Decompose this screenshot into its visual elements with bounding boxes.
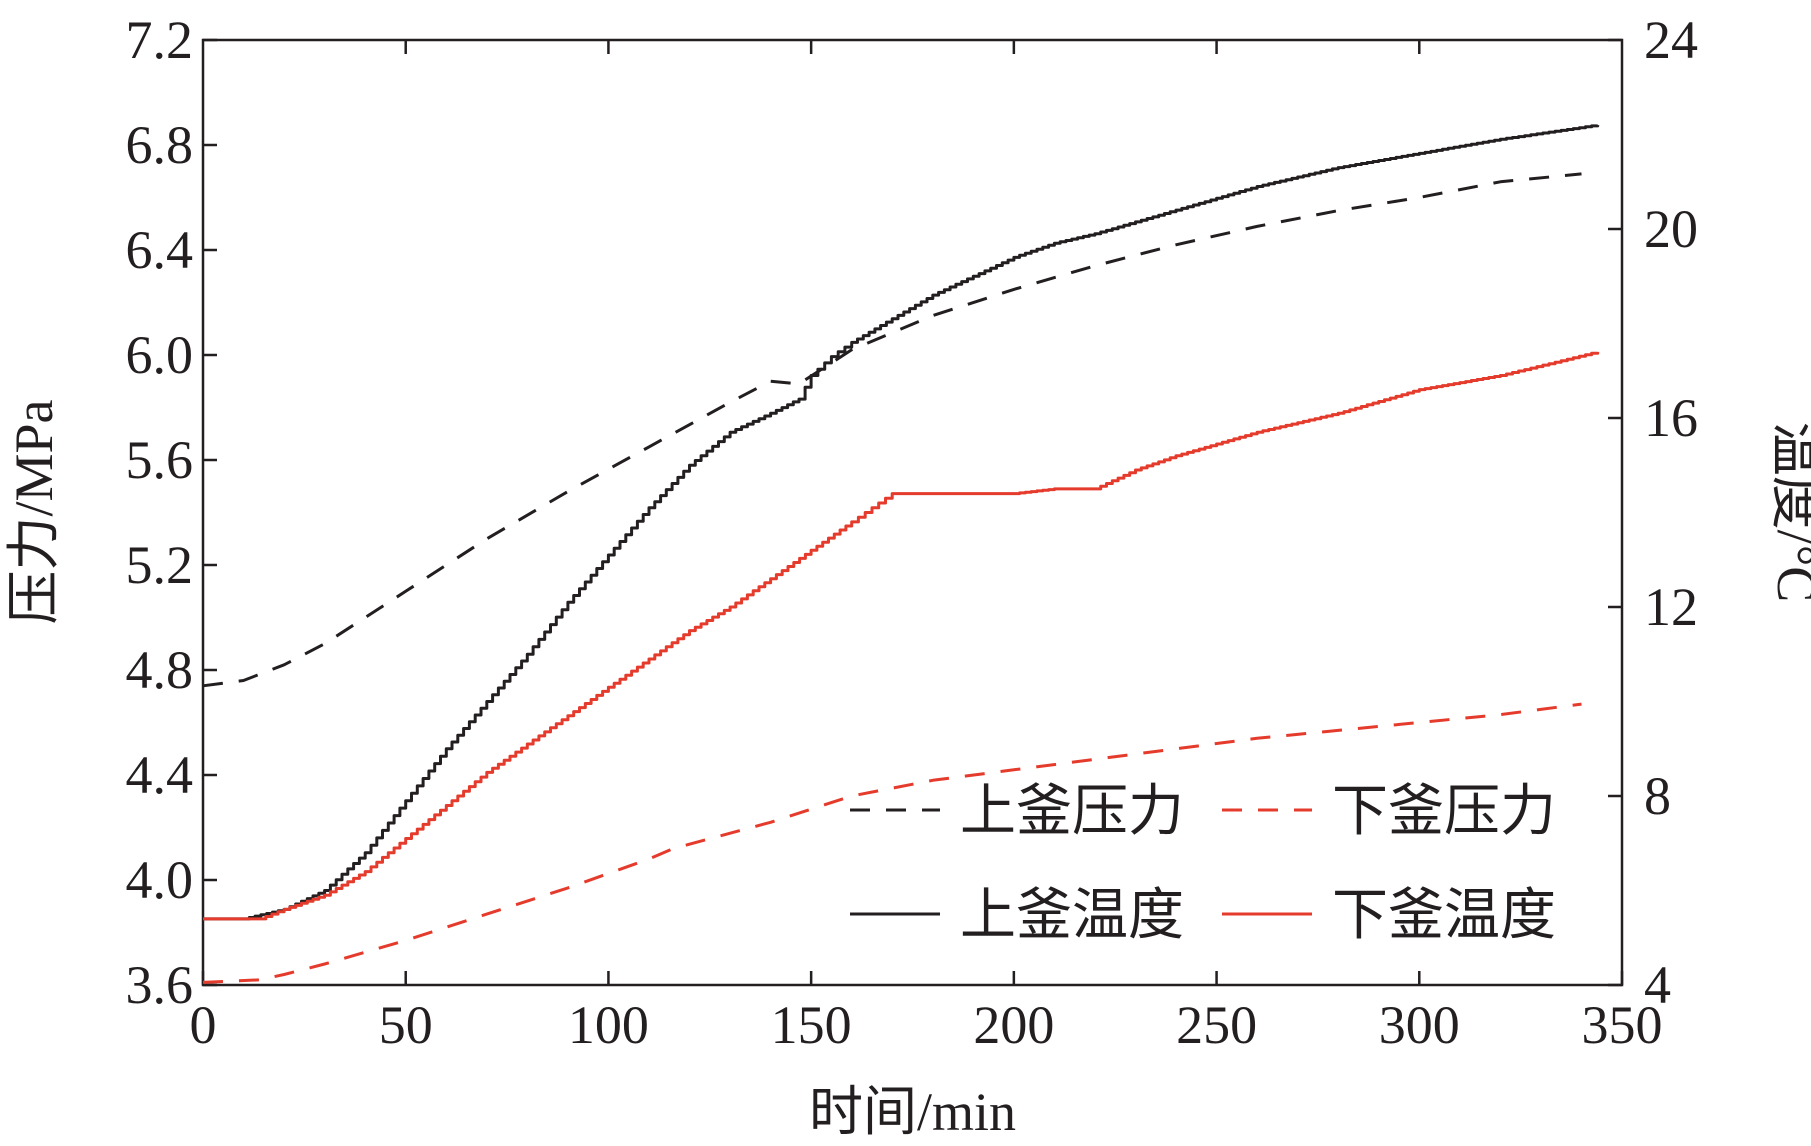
axes: 0 50 100 150 200 250 300 350 3.6 4.0 4.4 4.8 5.2 5.6 6… <box>126 10 1699 1055</box>
series-line-4 <box>203 351 1600 921</box>
y-left-tick-label: 4.4 <box>126 745 194 805</box>
y-left-tick-label: 6.4 <box>126 220 194 280</box>
legend-label: 下釜压力 <box>1332 781 1556 843</box>
y-left-tick-label: 5.6 <box>126 430 194 490</box>
y-left-tick-label: 6.0 <box>126 325 194 385</box>
series-lines <box>202 124 1600 984</box>
y-right-tick-label: 20 <box>1644 199 1698 259</box>
x-tick-label: 150 <box>771 995 852 1055</box>
series-line-3 <box>203 124 1600 921</box>
series-line-1 <box>202 172 1582 688</box>
legend-label: 上釜压力 <box>960 781 1184 843</box>
y-right-tick-label: 16 <box>1644 388 1698 448</box>
y-right-tick-label: 24 <box>1644 10 1698 70</box>
y-left-tick-label: 4.0 <box>126 850 194 910</box>
y-right-tick-label: 12 <box>1644 577 1698 637</box>
x-tick-label: 350 <box>1582 995 1663 1055</box>
x-tick-label: 300 <box>1379 995 1460 1055</box>
x-tick-label: 100 <box>568 995 649 1055</box>
y-left-tick-label: 3.6 <box>126 955 194 1015</box>
y-right-tick-label: 4 <box>1644 955 1671 1015</box>
plot-frame <box>201 38 1624 987</box>
x-tick-label: 50 <box>379 995 433 1055</box>
legend-label: 上釜温度 <box>960 885 1184 947</box>
x-axis-title: 时间/min <box>809 1082 1016 1142</box>
y-right-tick-label: 8 <box>1644 766 1671 826</box>
y-left-tick-label: 5.2 <box>126 535 194 595</box>
x-tick-label: 200 <box>973 995 1054 1055</box>
y-axis-left-title: 压力/MPa <box>4 399 64 624</box>
y-axis-right-title: 温度/°C <box>1766 422 1811 603</box>
x-tick-label: 250 <box>1176 995 1257 1055</box>
y-left-tick-label: 6.8 <box>126 115 194 175</box>
y-left-tick-label: 7.2 <box>126 10 194 70</box>
series-line-2 <box>202 702 1582 984</box>
y-left-tick-label: 4.8 <box>126 640 194 700</box>
legend-label: 下釜温度 <box>1332 885 1556 947</box>
x-tick-label: 0 <box>190 995 217 1055</box>
